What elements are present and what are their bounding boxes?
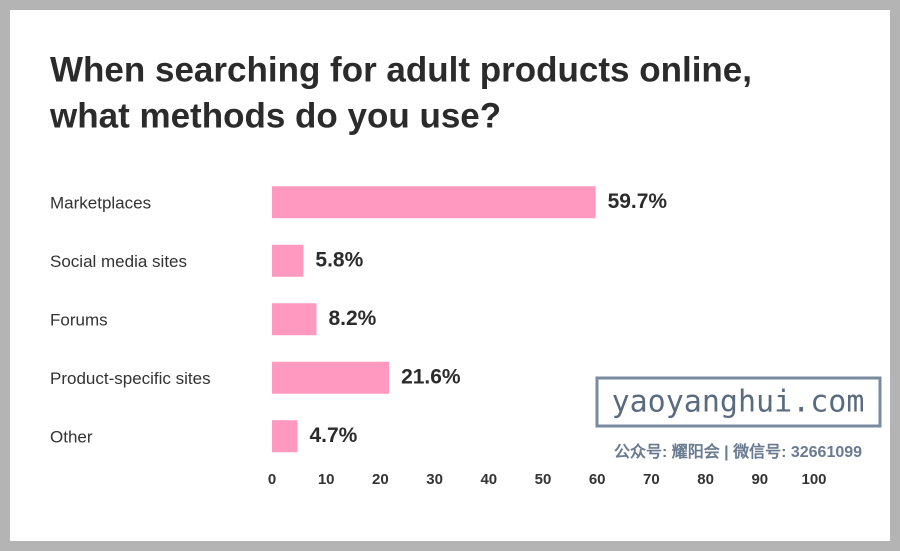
watermark: 公众号: 耀阳会 | 微信号: 32661099 [614, 442, 862, 461]
bar [272, 244, 304, 277]
chart-title: When searching for adult products online… [50, 50, 752, 89]
x-tick-label: 30 [426, 471, 443, 488]
x-tick-label: 0 [268, 471, 276, 488]
category-label: Forums [50, 311, 108, 330]
x-tick-label: 70 [643, 471, 660, 488]
category-label: Social media sites [50, 252, 187, 271]
x-tick-label: 100 [801, 471, 826, 488]
x-tick-label: 80 [697, 471, 714, 488]
category-label: Product-specific sites [50, 369, 211, 388]
x-tick-label: 50 [535, 471, 552, 488]
panel [10, 10, 890, 541]
x-tick-label: 60 [589, 471, 606, 488]
value-label: 4.7% [309, 424, 357, 447]
value-label: 8.2% [328, 307, 376, 330]
x-tick-label: 10 [318, 471, 335, 488]
value-label: 59.7% [608, 190, 668, 213]
x-tick-label: 90 [751, 471, 768, 488]
bar [272, 420, 298, 453]
value-label: 21.6% [401, 365, 461, 388]
x-tick-label: 40 [480, 471, 497, 488]
watermark-box [595, 376, 882, 428]
watermark: yaoyanghui.com [612, 385, 865, 420]
chart-title: what methods do you use? [49, 96, 501, 135]
category-label: Marketplaces [50, 194, 151, 213]
bar [272, 361, 390, 394]
bar [272, 303, 317, 336]
value-label: 5.8% [315, 248, 363, 271]
bar [272, 186, 596, 219]
category-label: Other [50, 428, 93, 447]
x-tick-label: 20 [372, 471, 389, 488]
